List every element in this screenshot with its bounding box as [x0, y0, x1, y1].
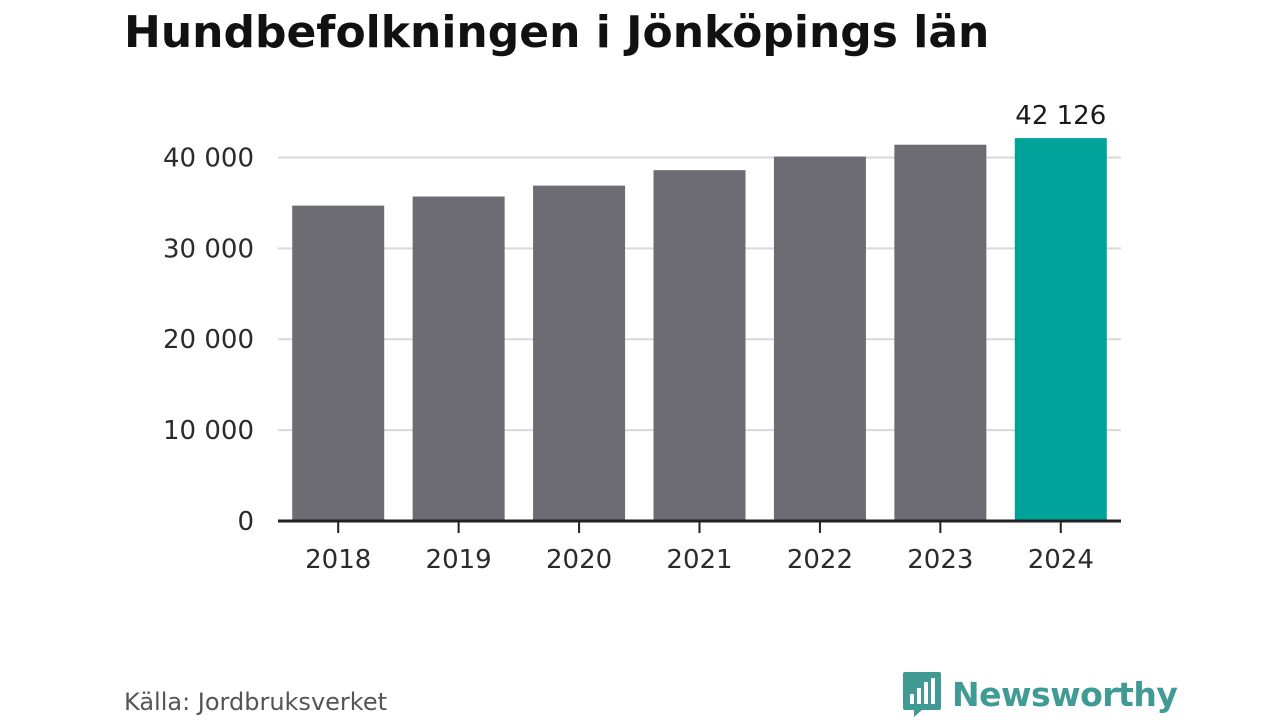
chart-title: Hundbefolkningen i Jönköpings län [124, 7, 990, 58]
x-tick-label: 2020 [546, 545, 612, 575]
bar-2022 [773, 156, 866, 521]
y-tick-label: 40 000 [163, 143, 254, 173]
x-tick-label: 2022 [787, 545, 853, 575]
bar-2018 [292, 205, 385, 522]
bar-value-label: 42 126 [1015, 101, 1106, 131]
x-tick-label: 2024 [1028, 545, 1094, 575]
x-tick-label: 2019 [426, 545, 492, 575]
y-tick-label: 20 000 [163, 325, 254, 355]
bars [292, 138, 1107, 522]
x-tick-label: 2021 [666, 545, 732, 575]
source-note: Källa: Jordbruksverket [124, 688, 387, 716]
y-tick-label: 0 [237, 507, 254, 537]
x-tick-label: 2023 [907, 545, 973, 575]
y-tick-label: 10 000 [163, 416, 254, 446]
bar-2023 [894, 144, 987, 521]
bar-2024 [1014, 138, 1107, 521]
brand-name: Newsworthy [952, 674, 1178, 714]
speech-bubble-bar-chart-icon [903, 672, 941, 717]
brand-logo: Newsworthy [902, 670, 1178, 718]
x-tick-label: 2018 [305, 545, 371, 575]
bar-chart: 0 10 000 20 000 30 000 40 000 2018 2019 2020 202… [163, 101, 1121, 575]
y-tick-label: 30 000 [163, 234, 254, 264]
bar-2019 [412, 196, 505, 521]
axes [278, 519, 1121, 533]
bar-2020 [533, 185, 626, 521]
bar-2021 [653, 170, 746, 521]
labels: 0 10 000 20 000 30 000 40 000 2018 2019 2020 202… [163, 101, 1106, 575]
